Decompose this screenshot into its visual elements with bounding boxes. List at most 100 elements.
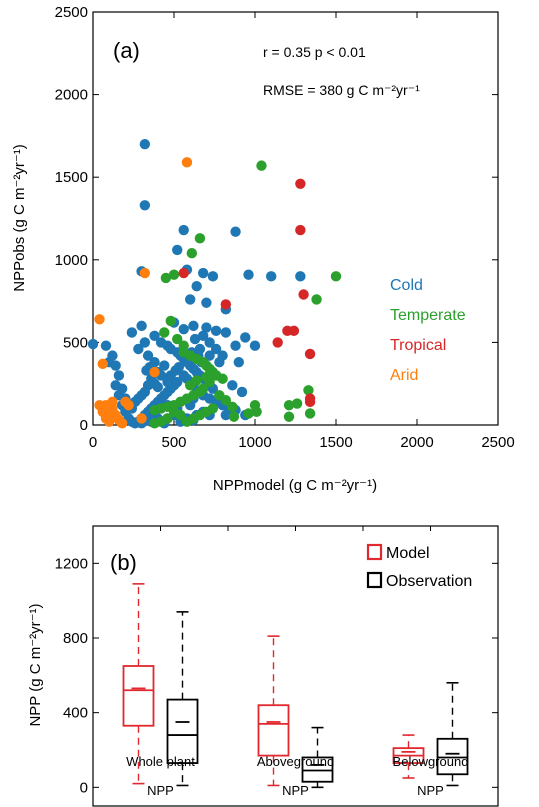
iqr-box <box>166 698 199 764</box>
data-point-temperate <box>191 375 202 386</box>
data-point-cold <box>113 390 125 401</box>
data-point-cold <box>230 226 241 237</box>
category-label: Whole plant <box>126 754 195 769</box>
scatter-plot-frame <box>92 11 499 426</box>
data-point-cold <box>172 244 183 256</box>
x-tick-label: 0 <box>89 434 97 451</box>
data-point-temperate <box>181 416 193 427</box>
y-tick-label: 400 <box>63 705 88 722</box>
legend-entry-arid: Arid <box>390 367 418 384</box>
data-point-arid <box>94 314 105 325</box>
category-label: NPP <box>417 783 444 798</box>
data-point-temperate <box>172 333 183 345</box>
data-point-cold <box>204 350 215 361</box>
legend-entry-temperate: Temperate <box>390 307 466 324</box>
y-tick-label: 0 <box>80 779 88 796</box>
correlation-annotation: r = 0.35 p < 0.01 <box>263 44 366 60</box>
data-point-tropical <box>220 299 232 310</box>
boxplot-boxes <box>122 583 469 789</box>
data-point-temperate <box>201 371 212 383</box>
data-point-cold <box>243 269 254 280</box>
data-point-tropical <box>298 289 309 300</box>
iqr-box <box>257 704 290 757</box>
rmse-annotation: RMSE = 380 g C m⁻²yr⁻¹ <box>263 82 420 98</box>
data-point-cold <box>149 330 160 341</box>
data-point-temperate <box>291 398 303 409</box>
scatter-y-axis-label: NPPobs (g C m⁻²yr⁻¹) <box>11 144 28 292</box>
data-point-arid <box>181 157 193 168</box>
data-point-cold <box>249 340 261 351</box>
scatter-legend: Cold Temperate Tropical Arid <box>390 277 466 384</box>
data-point-cold <box>236 386 248 398</box>
data-point-temperate <box>228 411 240 422</box>
data-point-cold <box>210 325 222 337</box>
boxplot-legend: Model Observation <box>366 543 472 590</box>
data-point-tropical <box>272 337 283 348</box>
data-point-temperate <box>165 315 176 327</box>
data-point-cold <box>207 271 219 282</box>
legend-entry-model: Model <box>386 545 430 562</box>
data-point-cold <box>210 343 222 355</box>
category-label: Belowground <box>393 754 469 769</box>
y-tick-label: 500 <box>63 334 88 351</box>
data-point-cold <box>266 271 277 282</box>
data-point-cold <box>139 200 151 211</box>
data-point-arid <box>149 366 160 378</box>
boxplot-category-labels: Whole plant NPP Aboveground NPP Belowground N… <box>126 754 468 798</box>
data-point-tropical <box>295 178 306 190</box>
data-point-temperate <box>283 399 295 411</box>
boxplot-y-axis-label: NPP (g C m⁻²yr⁻¹) <box>27 603 44 726</box>
data-point-cold <box>178 224 189 236</box>
data-point-cold <box>220 327 232 338</box>
data-point-arid <box>104 409 115 421</box>
data-point-cold <box>191 281 202 292</box>
box-model <box>257 635 290 787</box>
data-point-arid <box>116 418 128 429</box>
panel-a-label: (a) <box>113 38 140 63</box>
scatter-points <box>87 138 342 429</box>
x-tick-label: 1500 <box>319 434 352 451</box>
data-point-arid <box>123 399 134 411</box>
data-point-tropical <box>178 267 189 279</box>
data-point-tropical <box>304 396 316 408</box>
data-point-cold <box>240 332 251 343</box>
data-point-temperate <box>251 406 262 417</box>
scatter-panel: (a) r = 0.35 p < 0.01 RMSE = 380 g C m⁻²… <box>11 4 515 494</box>
data-point-cold <box>178 323 189 335</box>
data-point-temperate <box>243 408 254 419</box>
data-point-temperate <box>227 401 238 413</box>
legend-entry-cold: Cold <box>390 277 423 294</box>
data-point-cold <box>233 357 244 368</box>
data-point-temperate <box>330 271 342 282</box>
data-point-cold <box>87 338 99 350</box>
y-tick-label: 1500 <box>55 169 88 186</box>
data-point-cold <box>141 365 152 376</box>
data-point-cold <box>201 322 212 333</box>
data-point-cold <box>126 416 138 427</box>
data-point-cold <box>185 294 196 305</box>
x-tick-label: 2000 <box>400 434 433 451</box>
y-tick-label: 800 <box>63 630 88 647</box>
data-point-temperate <box>217 373 228 384</box>
data-point-tropical <box>304 348 316 360</box>
data-point-temperate <box>149 418 160 429</box>
box-observation <box>301 726 334 789</box>
data-point-tropical <box>295 224 306 236</box>
y-tick-label: 1200 <box>55 555 88 572</box>
data-point-cold <box>136 320 147 332</box>
category-label: NPP <box>147 783 174 798</box>
legend-entry-observation: Observation <box>386 573 472 590</box>
scatter-x-axis-label: NPPmodel (g C m⁻²yr⁻¹) <box>213 477 377 494</box>
data-point-temperate <box>168 269 180 280</box>
data-point-tropical <box>288 325 300 337</box>
boxplot-panel: (b) 0 400 800 1200 Whole plant NPP Abovegroun… <box>27 525 499 807</box>
data-point-cold <box>139 337 151 348</box>
data-point-temperate <box>311 294 322 305</box>
iqr-box <box>122 665 155 727</box>
data-point-cold <box>197 330 209 341</box>
data-point-cold <box>295 271 306 282</box>
data-point-arid <box>136 413 147 424</box>
data-point-temperate <box>168 406 180 417</box>
data-point-temperate <box>283 411 295 422</box>
box-model <box>122 583 155 785</box>
